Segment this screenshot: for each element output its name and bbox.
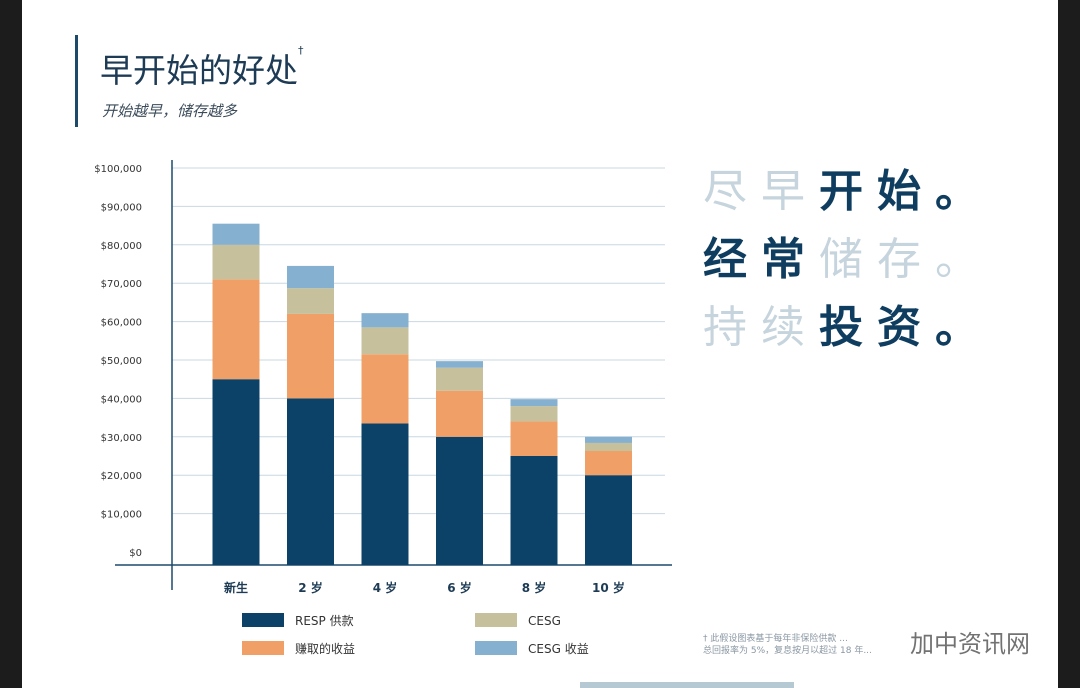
page-title: 早开始的好处† <box>100 44 304 92</box>
y-tick-label: $100,000 <box>94 164 142 175</box>
slogan-char: 续 <box>761 302 819 353</box>
slogan-char: 资 <box>877 302 935 353</box>
decorative-strip <box>580 682 794 688</box>
legend-label: 赚取的收益 <box>295 641 355 656</box>
bar-segment <box>361 327 409 355</box>
bar-segment <box>510 399 558 407</box>
bar-segment <box>585 436 632 443</box>
x-tick-label: 6 岁 <box>447 580 472 595</box>
slogan-char: 开 <box>819 166 877 217</box>
x-tick-label: 2 岁 <box>298 580 323 595</box>
page <box>22 0 1058 688</box>
slogan-line: 持续投资。 <box>703 291 993 355</box>
slogan-char: 尽 <box>703 166 761 217</box>
y-tick-label: $20,000 <box>101 471 142 482</box>
title-text: 早开始的好处 <box>100 51 298 90</box>
bar-segment <box>212 223 260 245</box>
y-tick-label: $30,000 <box>101 433 142 444</box>
footnote-line: 总回报率为 5%，复息按月以超过 18 年... <box>703 646 872 656</box>
bar-segment <box>436 390 483 437</box>
bar-segment <box>510 421 558 456</box>
legend-swatch <box>242 641 284 655</box>
slogan-char: 储 <box>819 234 877 285</box>
title-accent-bar <box>75 35 78 127</box>
bar-segment <box>361 354 409 424</box>
y-tick-label: $60,000 <box>101 318 142 329</box>
bar-segment <box>361 313 409 328</box>
title-footnote-mark: † <box>298 44 304 57</box>
bar-segment <box>212 379 260 565</box>
slogan-char: 持 <box>703 302 761 353</box>
bar-segment <box>287 265 334 289</box>
legend-label: CESG <box>528 614 561 628</box>
slogan-char: 投 <box>819 302 877 353</box>
bar-segment <box>510 406 558 422</box>
y-tick-label: $90,000 <box>101 202 142 213</box>
legend-label: RESP 供款 <box>295 614 354 628</box>
bar-segment <box>436 367 483 391</box>
slogan-char: 始 <box>877 166 935 217</box>
legend-swatch <box>475 613 517 627</box>
slogan-line: 经常储存。 <box>703 223 993 287</box>
bar-segment <box>436 436 483 565</box>
bar-segment <box>287 398 334 565</box>
slogan-char: 经 <box>703 234 761 285</box>
slogan-char: 早 <box>761 166 819 217</box>
bar-segment <box>585 442 632 452</box>
y-tick-label: $10,000 <box>101 510 142 521</box>
y-tick-label: $70,000 <box>101 279 142 290</box>
y-tick-label: $0 <box>129 548 142 559</box>
footnote-line: † 此假设图表基于每年非保险供款 ... <box>703 634 848 644</box>
bar-segment <box>510 456 558 565</box>
bar-segment <box>287 288 334 314</box>
x-tick-label: 10 岁 <box>592 580 625 595</box>
bar-segment <box>361 423 409 565</box>
x-tick-label: 4 岁 <box>373 580 398 595</box>
y-tick-label: $40,000 <box>101 394 142 405</box>
slogan-char: 常 <box>761 234 819 285</box>
legend-label: CESG 收益 <box>528 642 589 656</box>
bar-segment <box>585 451 632 476</box>
watermark: 加中资讯网 <box>910 630 1030 658</box>
bar-segment <box>212 279 260 380</box>
bar-segment <box>287 313 334 399</box>
bar-segment <box>212 244 260 280</box>
footnote: † 此假设图表基于每年非保险供款 ... 总回报率为 5%，复息按月以超过 18… <box>703 633 872 657</box>
slogan-char: 存 <box>877 234 935 285</box>
legend-swatch <box>475 641 517 655</box>
legend-swatch <box>242 613 284 627</box>
slogan-line: 尽早开始。 <box>703 155 993 219</box>
x-tick-label: 新生 <box>224 580 248 595</box>
slogan-char: 。 <box>935 166 993 217</box>
x-tick-label: 8 岁 <box>522 580 547 595</box>
page-subtitle: 开始越早，储存越多 <box>102 102 238 120</box>
slogan-char: 。 <box>935 302 993 353</box>
bar-segment <box>585 475 632 565</box>
y-tick-label: $80,000 <box>101 241 142 252</box>
slogan-char: 。 <box>935 234 993 285</box>
bar-segment <box>436 361 483 368</box>
y-tick-label: $50,000 <box>101 356 142 367</box>
